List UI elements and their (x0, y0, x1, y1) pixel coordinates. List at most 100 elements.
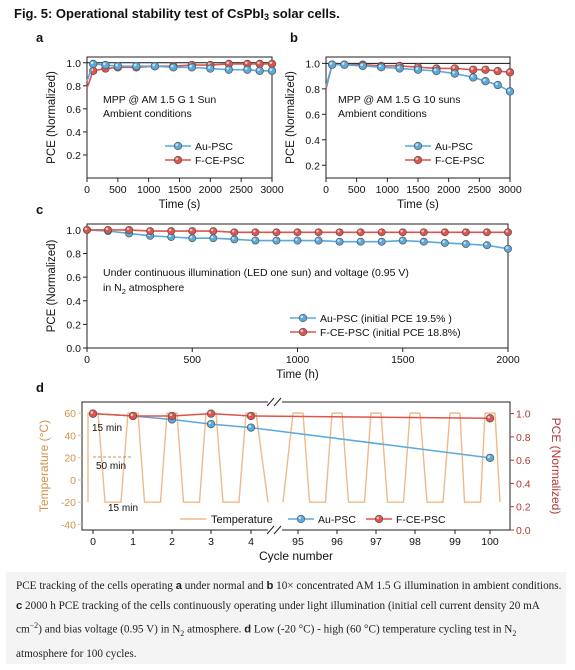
panel-c-series-1-point-5 (188, 227, 197, 236)
panel-a-series-0-point-8 (206, 64, 215, 73)
panel-a-series-1-point-12 (267, 59, 277, 69)
panel-a-series-0-point-1-highlight (90, 61, 94, 65)
caption-text-1: PCE tracking of the cells operating (16, 580, 176, 592)
panel-c-series-0-point-9-highlight (274, 238, 277, 241)
panel-c-series-0-point-17 (440, 238, 449, 247)
panel-a-series-0-point-12 (267, 66, 277, 75)
panel-d-x-tick-label-5: 95 (292, 536, 304, 548)
panel-a-series-0-point-8-highlight (207, 66, 211, 69)
panel-c-series-1-point-20-highlight (505, 229, 509, 233)
panel-b-series-1-point-10 (481, 65, 490, 74)
panel-a-series-0-point-11 (255, 66, 264, 75)
panel-d-x-tick-label-3: 3 (208, 536, 214, 548)
panel-c-series-0-point-13 (356, 237, 365, 246)
panel-c-y-tick-label-1: 0.2 (66, 319, 81, 331)
panel-c-legend-au-label: Au-PSC (initial PCE 19.5% ) (320, 313, 452, 325)
panel-c-series-0-point-11-highlight (316, 238, 319, 241)
panel-c-legend-au-marker (298, 313, 308, 323)
panel-a-series-0-point-4 (132, 62, 141, 71)
panel-b-series-0-point-7-highlight (433, 68, 437, 72)
panel-c-series-1-point-18-highlight (463, 229, 467, 233)
panel-d-x-tick-label-8: 98 (409, 536, 421, 548)
panel-c-series-1-point-4-highlight (168, 228, 172, 232)
panel-b-series-0-point-2-highlight (341, 62, 345, 65)
panel-d-x-tick-label-0: 0 (90, 536, 96, 548)
panel-a-x-tick-label-0: 0 (84, 184, 90, 196)
caption-text-2: under normal and (181, 580, 267, 592)
caption-subscript-1: 2 (180, 628, 185, 638)
caption-subscript-2: 2 (512, 628, 517, 638)
panel-a-series-0-point-6-highlight (170, 64, 174, 68)
panel-c-x-tick-label-4: 2000 (496, 354, 520, 366)
panel-d-legend-au-marker (296, 514, 306, 524)
panel-b-x-tick-label-0: 0 (323, 184, 329, 196)
panel-c-series-0-point-8 (251, 236, 260, 245)
panel-a-x-tick-label-1: 500 (109, 184, 127, 196)
panel-d-right-tick-label-1: 0.2 (516, 502, 531, 514)
panel-d-break-mark-3 (273, 525, 282, 535)
panel-d-frame (81, 401, 511, 531)
panel-d-series-1-point-3 (206, 419, 216, 429)
panel-c-series-0-point-18-highlight (463, 241, 467, 245)
panel-a-annotation-1: MPP @ AM 1.5 G 1 Sun (103, 94, 216, 106)
panel-c-series-1-point-18 (461, 228, 470, 237)
panel-c-annotation-1: Under continuous illumination (LED one s… (103, 267, 409, 279)
panel-a-series-0-point-4-highlight (133, 63, 137, 67)
panel-c-series-0-point-10 (293, 236, 302, 245)
caption-label-b: b (266, 580, 274, 592)
panel-b-x-label: Time (s) (397, 199, 439, 211)
caption-label-a: a (175, 580, 182, 592)
panel-d-legend-fce-label: F-CE-PSC (396, 514, 446, 526)
panel-c-series-1-point-10 (293, 228, 302, 237)
panel-a-series-0-point-7-highlight (189, 64, 193, 68)
panel-d-break-mark-0 (266, 397, 275, 407)
panel-c-annotation-2: in N2 atmosphere (103, 282, 184, 296)
panel-b-x-tick-label-4: 2000 (437, 184, 461, 196)
panel-a-series-0-point-2-highlight (103, 62, 106, 66)
panel-b-series-1-point-11-highlight (495, 68, 498, 72)
panel-c-series-1-point-17 (440, 228, 449, 237)
panel-c-series-0-point-15-highlight (400, 238, 403, 241)
panel-c-series-1-point-10-highlight (295, 229, 298, 233)
panel-d-series-2-point-3-highlight (208, 411, 212, 414)
panel-d-break-mark-1 (273, 397, 282, 407)
panel-c-series-1-point-9 (272, 228, 281, 237)
panel-d-temperature-profile-2 (282, 412, 501, 503)
caption-text-6: atmosphere. (184, 623, 245, 636)
panel-c-series-0-point-12 (335, 237, 344, 246)
panel-c-series-0-point-14-highlight (379, 239, 382, 242)
caption-text-7: Low (-20 °C) - high (60 °C) temperature … (251, 623, 513, 636)
panel-a-series-0-point-11-highlight (257, 68, 260, 72)
panel-d-series-1-point-4 (246, 423, 256, 432)
panel-a-series-1-point-10-highlight (244, 61, 248, 65)
panel-b-series-1-point-9-highlight (470, 67, 474, 70)
panel-b-series-1-point-9 (469, 65, 478, 74)
figure-canvas: 0 500 1000 1500 2000 2500 30000.20.40.60.81.0T… (36, 30, 563, 563)
panel-d-series-2-point-2-highlight (169, 413, 173, 417)
panel-d-series-2-point-1-highlight (130, 413, 134, 417)
panel-c-series-1-point-4 (167, 227, 176, 236)
panel-b-series-0-point-12-highlight (507, 88, 511, 92)
panel-c-series-1-point-15-highlight (400, 229, 403, 233)
panel-c-series-0-point-14 (377, 237, 386, 246)
panel-c-series-1-point-6 (209, 227, 218, 236)
panel-b-series-0-point-10-highlight (482, 78, 486, 82)
panel-a-x-tick-label-5: 2500 (229, 184, 253, 196)
panel-d-right-tick-label-4: 0.8 (516, 432, 531, 444)
panel-b-x-tick-label-3: 1500 (406, 184, 430, 196)
panel-a-series-0-point-10-highlight (244, 67, 248, 70)
panel-d-annotation-15min-top: 15 min (92, 423, 122, 434)
panel-d-legend-fce-marker-highlight (376, 516, 380, 520)
panel-c-series-1-point-1-highlight (105, 227, 109, 231)
panel-c-legend-au-marker-highlight (300, 315, 304, 319)
panel-d-series-2-point-5 (485, 414, 495, 423)
panel-a-series-1-point-11 (255, 59, 264, 69)
panel-c-series-0-point-6 (209, 234, 218, 243)
panel-c-series-0-point-19 (483, 241, 491, 250)
panel-a-legend-au-marker-highlight (175, 143, 179, 147)
panel-a-series-0-point-5-highlight (152, 63, 156, 67)
panel-c-series-1-point-6-highlight (210, 228, 214, 232)
figure-caption: PCE tracking of the cells operating a un… (16, 576, 564, 664)
panel-c-y-tick-label-3: 0.6 (66, 272, 81, 284)
panel-a-x-tick-label-3: 1500 (168, 184, 192, 196)
